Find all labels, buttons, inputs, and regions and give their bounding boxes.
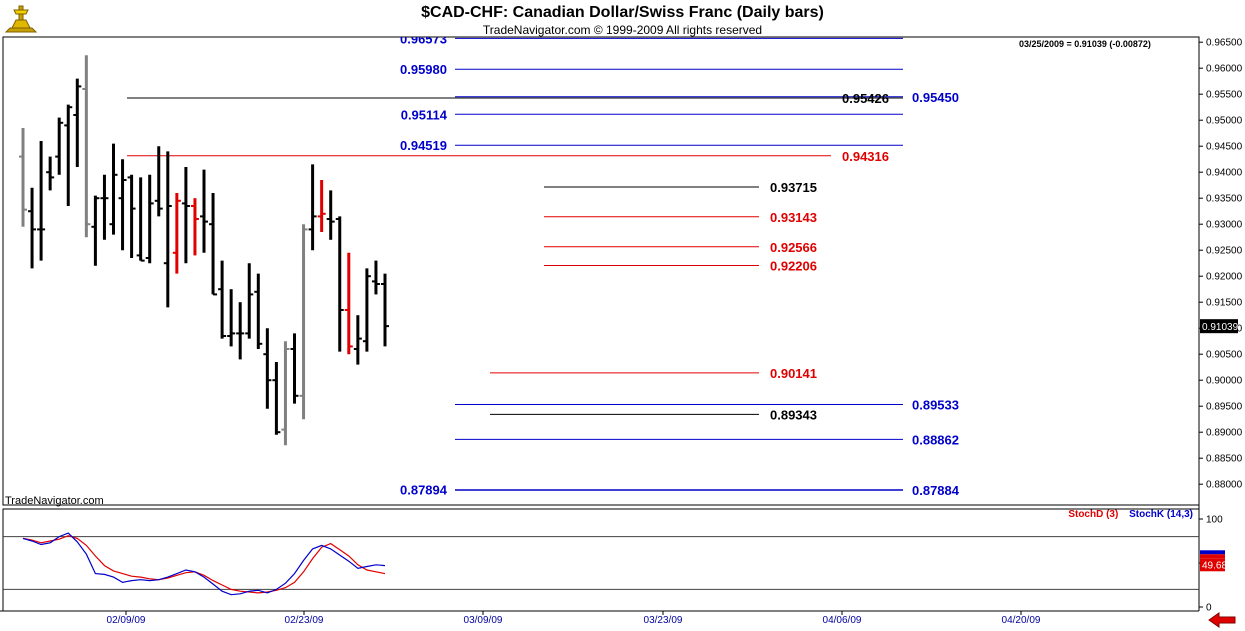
stoch-panel-frame	[2, 508, 1200, 612]
price-panel-frame	[2, 36, 1200, 506]
level-label: 0.94519	[400, 138, 447, 153]
stoch-value-label: 49.68	[1202, 560, 1227, 571]
level-label: 0.90141	[770, 366, 817, 381]
y-tick-label: 0.94500	[1206, 142, 1243, 153]
y-tick-label: 0.94000	[1206, 168, 1243, 179]
level-label: 0.94316	[842, 149, 889, 164]
x-tick-label: 04/20/09	[1002, 615, 1041, 626]
stoch-legend: StochD (3) StochK (14,3)	[1068, 509, 1193, 520]
level-label: 0.87884	[912, 483, 960, 498]
y-tick-label: 0.92500	[1206, 246, 1243, 257]
quote-readout: 03/25/2009 = 0.91039 (-0.00872)	[1019, 39, 1151, 49]
level-label: 0.93715	[770, 180, 817, 195]
y-tick-label: 0.89000	[1206, 428, 1243, 439]
level-label: 0.95426	[842, 91, 889, 106]
chart-title: $CAD-CHF: Canadian Dollar/Swiss Franc (D…	[421, 4, 824, 21]
y-tick-label: 0.95000	[1206, 116, 1243, 127]
y-tick-label: 0.88000	[1206, 480, 1243, 491]
stoch-d-line	[22, 535, 386, 594]
level-label: 0.95980	[400, 62, 447, 77]
level-label: 0.92566	[770, 240, 817, 255]
level-label: 0.87894	[400, 483, 448, 498]
y-tick-label: 0.96000	[1206, 64, 1243, 75]
trade-navigator-logo-icon	[4, 5, 38, 33]
y-tick-label: 0.96500	[1206, 38, 1243, 49]
level-label: 0.95114	[401, 107, 448, 122]
y-tick-label: 0.88500	[1206, 454, 1243, 465]
stoch-k-line	[22, 532, 386, 596]
chart-copyright: TradeNavigator.com © 1999-2009 All right…	[482, 23, 763, 37]
level-label: 0.96573	[400, 31, 447, 46]
y-tick-label: 0.93000	[1206, 220, 1243, 231]
x-tick-label: 02/23/09	[285, 615, 324, 626]
stoch-y-tick-label: 0	[1206, 603, 1212, 614]
stoch-y-tick-label: 100	[1206, 515, 1223, 526]
y-tick-label: 0.90000	[1206, 376, 1243, 387]
y-tick-label: 0.91500	[1206, 298, 1243, 309]
stoch-value-box	[1200, 558, 1225, 572]
y-tick-label: 0.93500	[1206, 194, 1243, 205]
last-price-box	[1200, 319, 1238, 334]
level-label: 0.89533	[912, 397, 959, 412]
x-tick-label: 03/09/09	[464, 615, 503, 626]
stoch-d-marker	[1200, 554, 1225, 559]
scroll-left-arrow-icon[interactable]	[1207, 612, 1237, 628]
last-price-label: 0.91039	[1202, 322, 1239, 333]
level-label: 0.92206	[770, 258, 817, 273]
stoch-k-marker	[1200, 550, 1225, 555]
level-label: 0.88862	[912, 432, 959, 447]
y-tick-label: 0.90500	[1206, 350, 1243, 361]
x-tick-label: 03/23/09	[644, 615, 683, 626]
level-label: 0.95450	[912, 90, 959, 105]
y-tick-label: 0.89500	[1206, 402, 1243, 413]
legend-stoch-k: StochK (14,3)	[1129, 509, 1193, 520]
x-tick-label: 02/09/09	[107, 615, 146, 626]
y-tick-label: 0.95500	[1206, 90, 1243, 101]
level-label: 0.89343	[770, 407, 817, 422]
time-axis-band	[0, 611, 1245, 631]
x-tick-label: 04/06/09	[823, 615, 862, 626]
watermark: TradeNavigator.com	[5, 495, 104, 507]
legend-stoch-d: StochD (3)	[1068, 509, 1119, 520]
level-label: 0.93143	[770, 210, 817, 225]
y-tick-label: 0.92000	[1206, 272, 1243, 283]
